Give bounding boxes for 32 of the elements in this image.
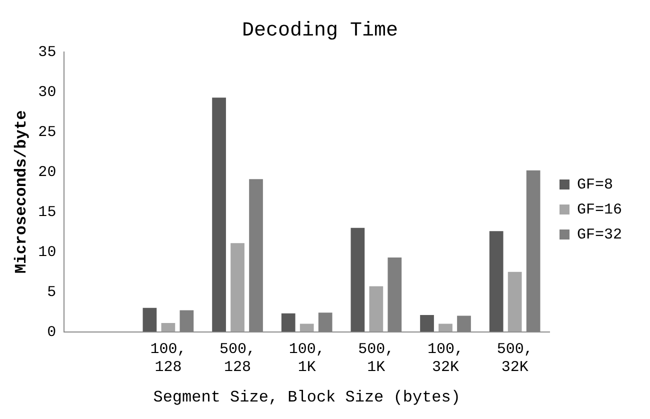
bar xyxy=(161,323,176,332)
y-axis-title: Microseconds/byte xyxy=(12,110,31,274)
y-tick-label: 10 xyxy=(38,244,56,261)
y-tick-label: 0 xyxy=(47,324,56,341)
x-tick-label: 500, 1K xyxy=(358,340,394,376)
x-tick-label: 500, 128 xyxy=(220,340,256,376)
bar xyxy=(489,231,504,332)
bar xyxy=(369,286,384,332)
y-tick-label: 35 xyxy=(38,44,56,61)
x-tick-label: 100, 128 xyxy=(150,340,186,376)
y-tick-label: 15 xyxy=(38,204,56,221)
x-tick-label: 500, 32K xyxy=(496,340,533,376)
bar xyxy=(212,98,226,332)
bar xyxy=(420,315,434,332)
legend-label: GF=16 xyxy=(576,201,622,218)
bar xyxy=(142,308,157,332)
y-tick-label: 30 xyxy=(38,84,56,101)
bar xyxy=(300,324,314,332)
x-axis-title: Segment Size, Block Size (bytes) xyxy=(153,388,460,407)
bar xyxy=(350,228,365,332)
bar xyxy=(281,313,296,332)
legend-label: GF=32 xyxy=(576,226,622,244)
x-tick-label: 100, 32K xyxy=(427,340,464,376)
bar xyxy=(438,324,452,332)
chart-title: Decoding Time xyxy=(242,19,398,42)
y-tick-label: 5 xyxy=(47,284,56,301)
x-tick-label: 100, 1K xyxy=(288,340,325,376)
y-tick-label: 25 xyxy=(38,124,56,141)
bar xyxy=(230,243,244,332)
legend-label: GF=8 xyxy=(576,176,614,194)
bar xyxy=(508,272,522,332)
y-tick-label: 20 xyxy=(38,164,56,181)
